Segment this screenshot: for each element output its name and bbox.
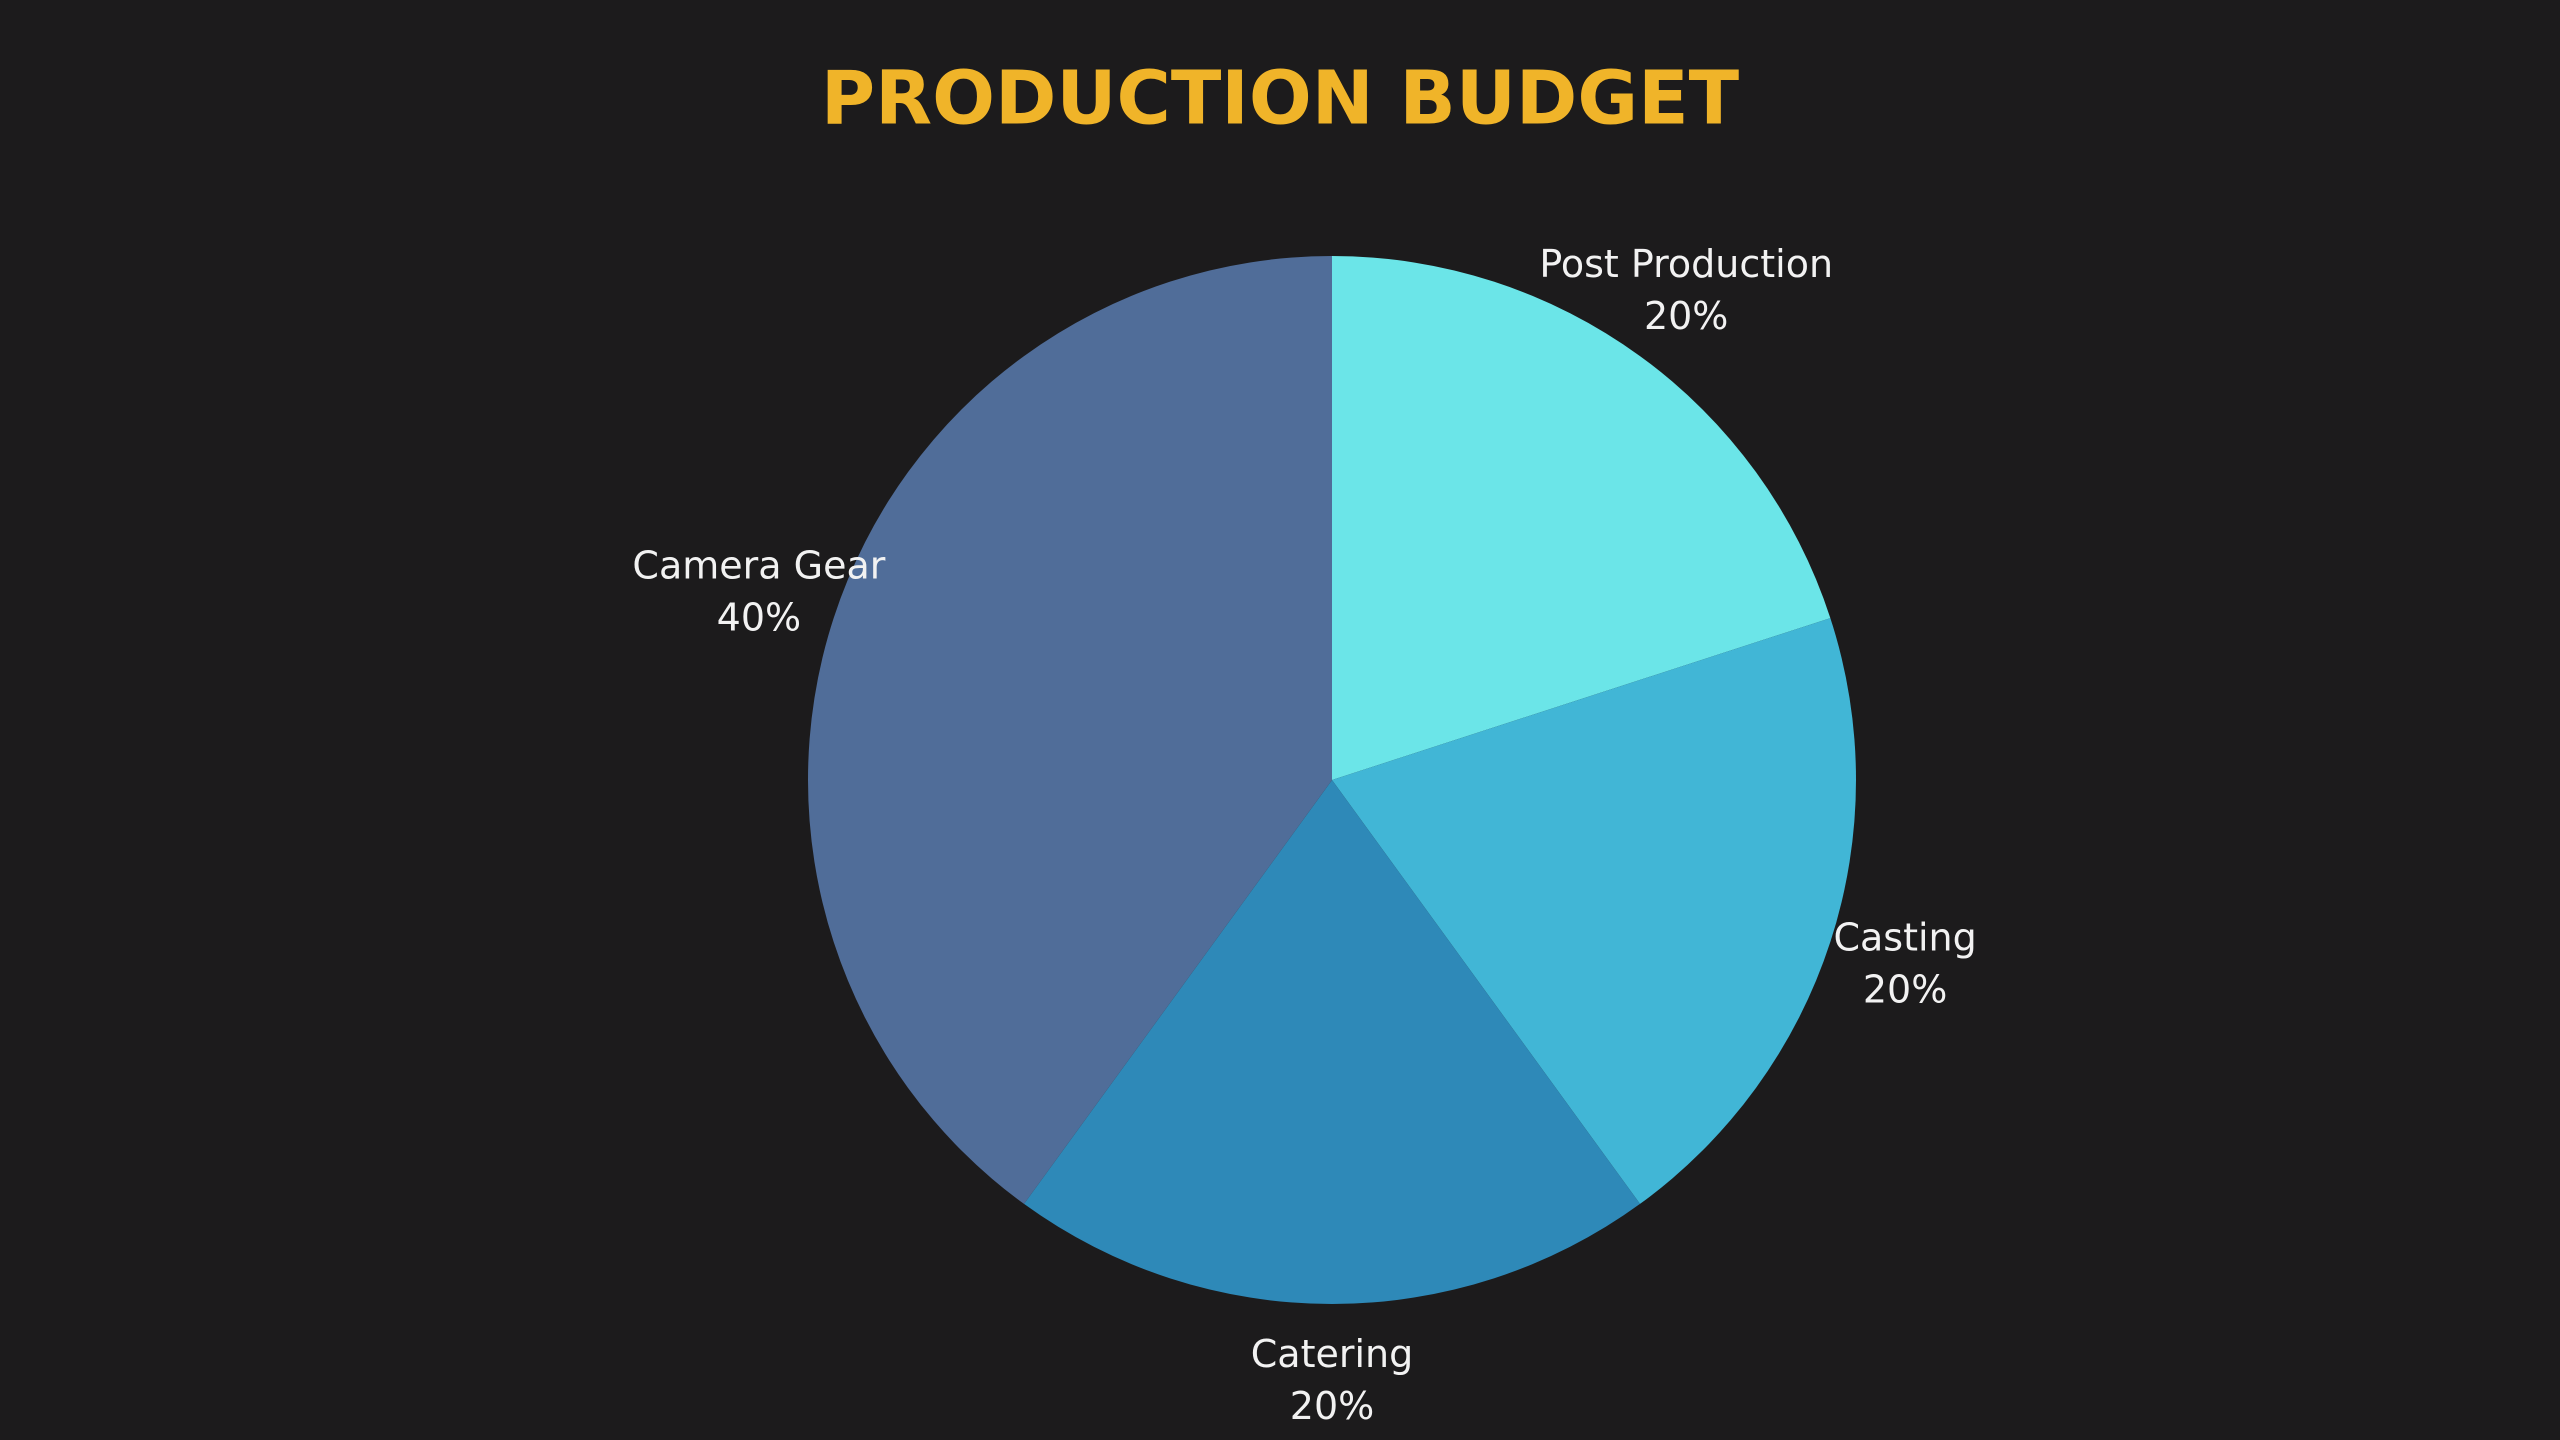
slice-label: Post Production — [1539, 242, 1833, 286]
slice-label: Casting — [1833, 916, 1976, 960]
chart-title: PRODUCTION BUDGET — [821, 56, 1740, 142]
slice-value-label: 20% — [1644, 294, 1728, 338]
pie-slice — [1332, 618, 1857, 1204]
slice-value-label: 20% — [1290, 1384, 1374, 1428]
pie-slice — [1024, 780, 1640, 1305]
slice-value-label: 40% — [717, 595, 801, 639]
pie-slice — [807, 256, 1332, 1204]
slice-value-label: 20% — [1863, 968, 1947, 1012]
slice-label: Catering — [1251, 1332, 1413, 1376]
pie-slice — [1332, 256, 1831, 780]
slice-label: Camera Gear — [632, 543, 885, 587]
